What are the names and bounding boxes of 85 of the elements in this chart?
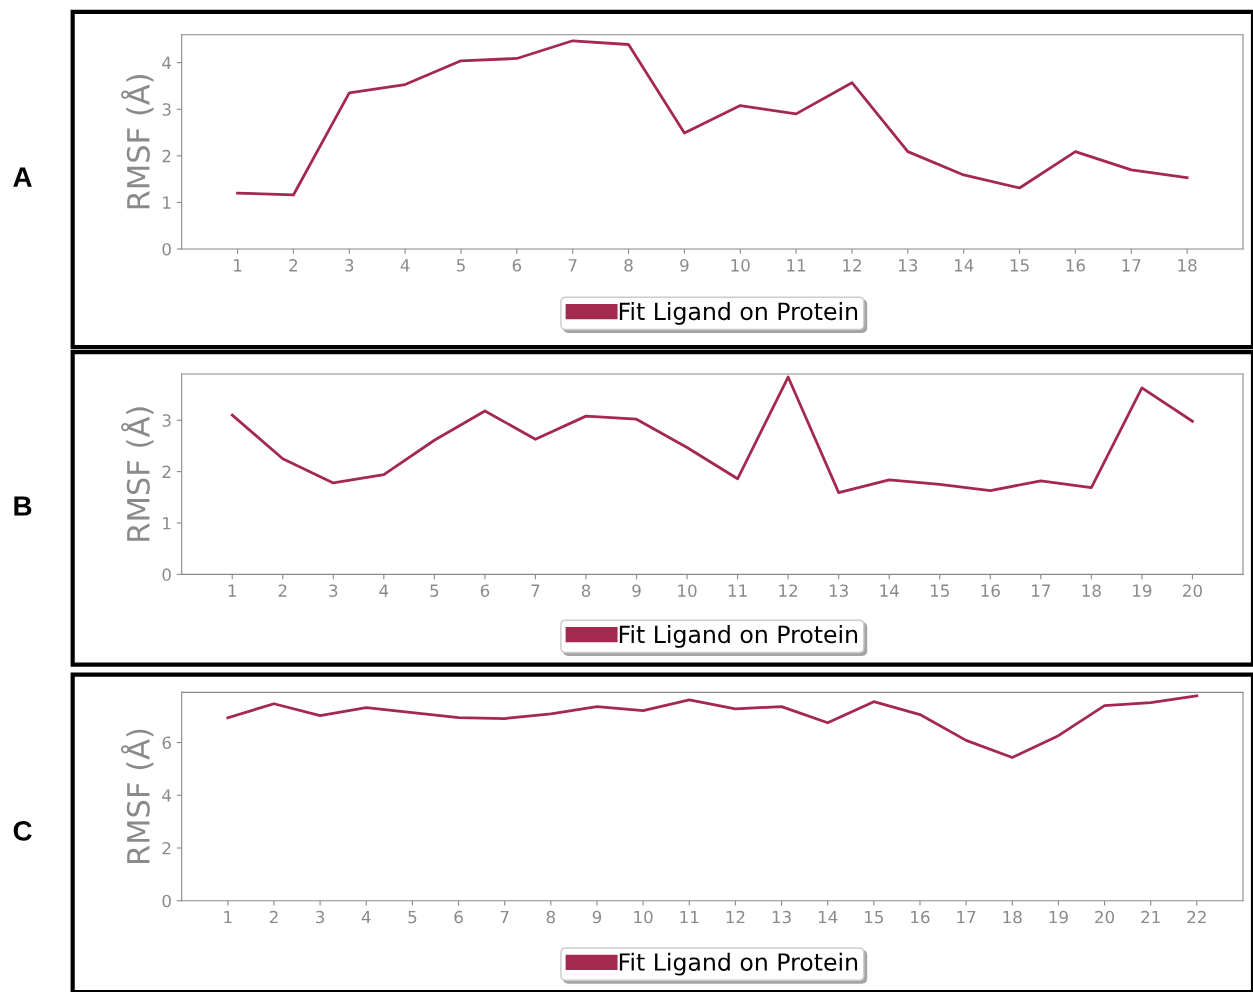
x-tick-label: 10 [634,910,653,924]
x-tick-label: 18 [1082,584,1101,597]
x-tick-label: 18 [1178,259,1197,272]
x-tick-label: 3 [316,910,325,924]
x-tick-label: 20 [1095,910,1115,924]
x-tick-label: 15 [1010,259,1029,272]
line-series [236,39,1189,197]
x-tick-label: 8 [581,584,591,597]
y-tick-label: 4 [162,789,172,802]
x-tick-label: 4 [361,910,371,924]
x-tick-label: 1 [228,584,236,597]
y-tick-label: 2 [162,149,171,163]
x-tick-label: 14 [954,259,974,272]
x-tick-label: 13 [772,910,791,924]
x-tick-label: 19 [1049,910,1068,924]
x-tick-label: 14 [818,910,838,924]
x-tick-label: 15 [930,584,949,597]
x-tick-label: 12 [779,584,798,597]
x-tick-label: 2 [269,910,278,924]
x-tick-label: 20 [1183,584,1202,597]
x-tick-label: 10 [731,259,750,272]
x-tick-label: 13 [899,259,918,272]
text: C [13,821,32,841]
x-tick-label: 2 [289,259,298,272]
x-tick-label: 11 [728,584,747,597]
x-tick-label: 19 [1133,584,1152,597]
x-tick-label: 6 [480,584,490,597]
y-tick-label: 2 [162,841,171,855]
x-tick-label: 5 [408,910,417,924]
y-tick-label: 1 [163,196,171,209]
x-tick-label: 17 [1032,584,1050,597]
y-tick-label: 3 [162,103,171,116]
x-tick-label: 2 [278,584,287,597]
x-tick-label: 7 [500,910,509,924]
x-tick-label: 12 [726,910,745,924]
text: A [13,167,32,187]
line-series [230,375,1194,495]
x-tick-label: 9 [680,259,689,272]
x-tick-label: 18 [1003,910,1022,924]
y-tick-label: 3 [162,414,171,427]
x-tick-label: 16 [911,910,930,924]
y-tick-label: 2 [162,465,171,478]
x-tick-label: 11 [680,910,699,924]
y-tick-label: 0 [162,242,171,256]
x-tick-label: 17 [1122,259,1141,272]
x-tick-label: 16 [1066,259,1085,272]
x-tick-label: 6 [454,910,463,924]
x-tick-label: 5 [456,259,465,272]
x-tick-label: 14 [880,584,899,597]
x-tick-label: 11 [787,259,806,272]
y-tick-label: 1 [163,517,171,530]
x-tick-label: 4 [400,259,410,272]
x-tick-label: 10 [678,584,697,597]
x-tick-label: 16 [981,584,1000,597]
x-tick-label: 7 [568,259,577,272]
x-tick-label: 6 [512,259,522,272]
y-axis-title: RMSF (Å) [121,74,154,209]
x-tick-label: 15 [865,910,883,924]
x-tick-label: 8 [546,910,555,924]
y-tick-label: 0 [162,894,171,908]
x-tick-label: 5 [430,584,439,597]
x-tick-label: 3 [329,584,338,597]
legend-label: Fit Ligand on Protein [619,301,858,325]
y-axis-title: RMSF (Å) [121,729,154,864]
x-tick-label: 13 [829,584,848,597]
y-axis-title: RMSF (Å) [121,407,154,541]
x-tick-label: 3 [345,259,354,272]
legend-label: Fit Ligand on Protein [619,952,858,976]
x-tick-label: 9 [632,584,641,597]
text: B [14,496,32,516]
x-tick-label: 7 [531,584,540,597]
legend-label: Fit Ligand on Protein [619,624,858,648]
x-tick-label: 1 [234,259,242,272]
y-tick-label: 6 [162,736,171,750]
line-series [226,694,1199,759]
x-tick-label: 21 [1141,910,1160,924]
x-tick-label: 1 [224,910,232,924]
x-tick-label: 12 [843,259,861,272]
x-tick-label: 17 [957,910,976,924]
x-tick-label: 4 [379,584,389,597]
y-tick-label: 4 [162,56,172,69]
x-tick-label: 9 [592,910,602,924]
y-tick-label: 0 [162,568,171,581]
x-tick-label: 8 [624,259,633,272]
x-tick-label: 22 [1187,910,1206,924]
